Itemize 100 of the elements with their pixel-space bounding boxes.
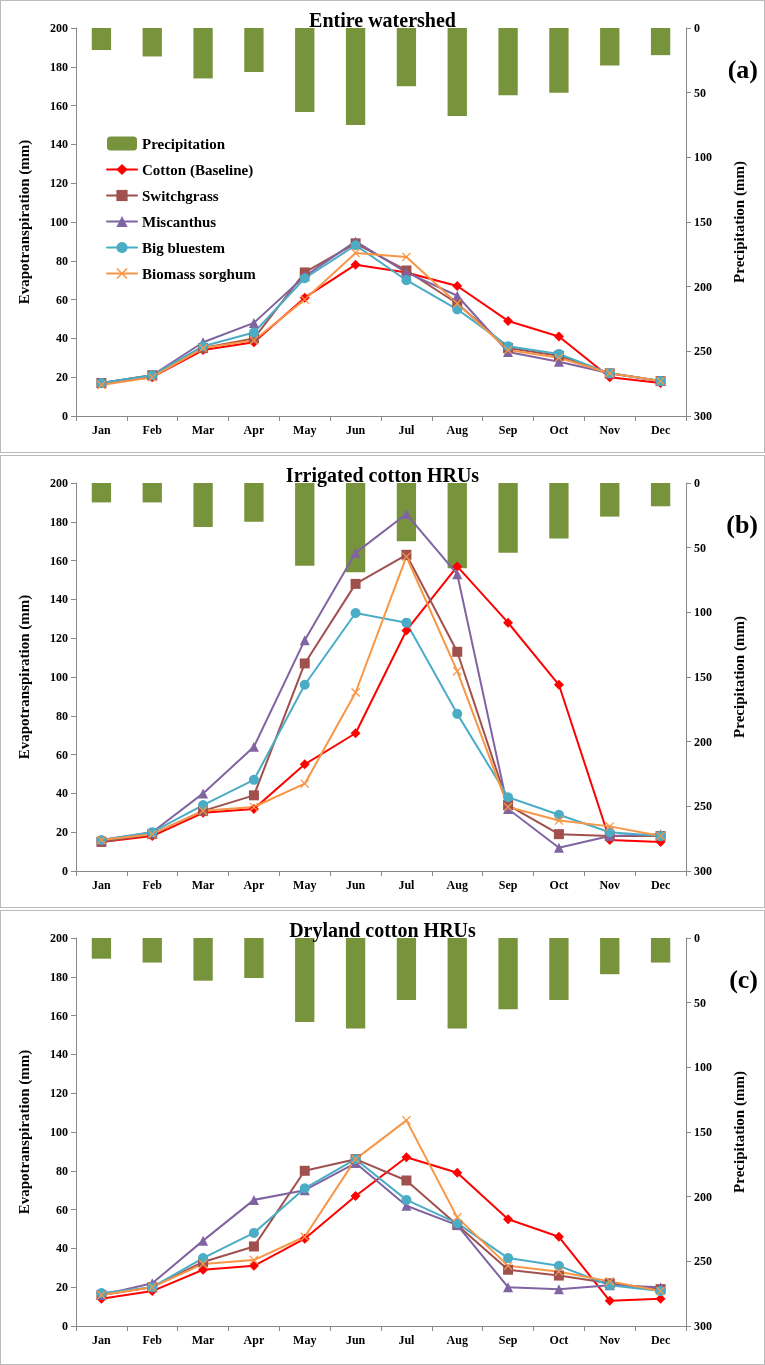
x-tick-label: Oct <box>549 878 569 892</box>
y-axis-title: Evapotranspiration (mm) <box>15 139 33 305</box>
y2-axis-title: Precipitation (mm) <box>730 616 748 738</box>
x-tick-label: Jun <box>345 423 366 437</box>
x-tick-label: Jul <box>398 423 416 437</box>
y2-tick-label: 50 <box>694 995 706 1010</box>
x-tick-label: Dec <box>650 878 671 892</box>
x-tick-label: Sep <box>498 1333 518 1347</box>
x-tick-label: Jun <box>345 1333 366 1347</box>
x-tick-label: Jan <box>92 878 112 892</box>
text: (c) <box>729 964 758 994</box>
legend-label: Biomass sorghum <box>142 265 257 282</box>
y2-tick-label: 250 <box>694 1254 712 1269</box>
chart-title: Entire watershed <box>309 9 456 31</box>
y2-tick-label: 50 <box>694 540 706 555</box>
x-tick-label: Nov <box>599 1333 621 1347</box>
x-tick-label: Dec <box>650 1333 671 1347</box>
y-tick-label: 160 <box>50 98 68 113</box>
y-tick-label: 200 <box>50 476 68 490</box>
chart-title: Irrigated cotton HRUs <box>285 464 480 487</box>
y-tick-label: 120 <box>50 176 68 191</box>
x-tick-label: Dec <box>650 423 671 437</box>
x-tick-label: Jul <box>398 878 416 892</box>
x-tick-label: Oct <box>549 423 569 437</box>
y-axis-title: Evapotranspiration (mm) <box>15 594 33 760</box>
y2-tick-label: 200 <box>694 1189 712 1204</box>
y-tick-label: 60 <box>56 1202 68 1217</box>
y2-tick-label: 250 <box>694 344 712 359</box>
y-tick-label: 0 <box>62 1319 68 1333</box>
x-tick-label: May <box>293 1333 317 1347</box>
x-tick-label: Apr <box>243 423 265 437</box>
y-tick-label: 120 <box>50 631 68 646</box>
y-tick-label: 80 <box>56 1163 68 1178</box>
y2-tick-label: 200 <box>694 279 712 294</box>
y2-tick-label: 200 <box>694 734 712 749</box>
x-tick-label: Mar <box>191 878 216 892</box>
y2-tick-label: 300 <box>694 409 712 423</box>
x-tick-label: Nov <box>599 878 621 892</box>
y-tick-label: 80 <box>56 253 68 268</box>
y2-tick-label: 100 <box>694 605 712 620</box>
x-tick-label: Feb <box>142 878 163 892</box>
x-tick-label: Aug <box>446 878 468 892</box>
y-tick-label: 40 <box>56 331 68 346</box>
y2-tick-label: 300 <box>694 864 712 878</box>
x-tick-label: Nov <box>599 423 621 437</box>
y-tick-label: 100 <box>50 215 68 229</box>
y-tick-label: 180 <box>50 969 68 984</box>
x-tick-label: Apr <box>243 878 265 892</box>
x-tick-label: May <box>293 423 317 437</box>
x-tick-label: Jan <box>92 1333 112 1347</box>
y-tick-label: 60 <box>56 747 68 762</box>
y2-tick-label: 0 <box>694 21 700 35</box>
legend-label: Switchgrass <box>142 187 219 204</box>
chart-title: Dryland cotton HRUs <box>289 919 477 942</box>
y2-tick-label: 150 <box>694 1125 712 1139</box>
x-tick-label: Jan <box>92 423 112 437</box>
y-tick-label: 40 <box>56 786 68 801</box>
x-tick-label: Jul <box>398 1333 416 1347</box>
x-tick-label: Jun <box>345 878 366 892</box>
y2-tick-label: 150 <box>694 215 712 229</box>
y-tick-label: 140 <box>50 1047 68 1062</box>
x-tick-label: Aug <box>446 423 468 437</box>
y-tick-label: 0 <box>62 409 68 423</box>
legend-label: Big bluestem <box>142 239 226 256</box>
x-tick-label: Sep <box>498 423 518 437</box>
y2-axis-title: Precipitation (mm) <box>730 161 748 283</box>
y-tick-label: 20 <box>56 370 68 385</box>
x-tick-label: Feb <box>142 1333 163 1347</box>
x-tick-label: Mar <box>191 423 216 437</box>
x-tick-label: Feb <box>142 423 163 437</box>
x-tick-label: Aug <box>446 1333 468 1347</box>
x-tick-label: Oct <box>549 1333 569 1347</box>
y-tick-label: 160 <box>50 553 68 568</box>
y-tick-label: 80 <box>56 708 68 723</box>
y2-tick-label: 250 <box>694 799 712 814</box>
y2-tick-label: 100 <box>694 150 712 165</box>
y2-tick-label: 0 <box>694 476 700 490</box>
y2-tick-label: 300 <box>694 1319 712 1333</box>
y-tick-label: 20 <box>56 1280 68 1295</box>
y-tick-label: 200 <box>50 931 68 945</box>
y-axis-title: Evapotranspiration (mm) <box>15 1049 33 1215</box>
y-tick-label: 160 <box>50 1008 68 1023</box>
y-tick-label: 40 <box>56 1241 68 1256</box>
x-tick-label: Sep <box>498 878 518 892</box>
y-tick-label: 60 <box>56 292 68 307</box>
legend-label: Cotton (Baseline) <box>142 161 254 179</box>
y2-tick-label: 0 <box>694 931 700 945</box>
y-tick-label: 140 <box>50 137 68 152</box>
y-tick-label: 0 <box>62 864 68 878</box>
x-tick-label: Apr <box>243 1333 265 1347</box>
y2-tick-label: 150 <box>694 670 712 684</box>
y2-tick-label: 100 <box>694 1060 712 1075</box>
y-tick-label: 180 <box>50 59 68 74</box>
y-tick-label: 200 <box>50 21 68 35</box>
text: (a) <box>727 54 759 84</box>
legend-label: Precipitation <box>142 135 226 152</box>
y2-tick-label: 50 <box>694 85 706 100</box>
legend-label: Miscanthus <box>142 213 217 230</box>
y-tick-label: 120 <box>50 1086 68 1101</box>
y-tick-label: 180 <box>50 514 68 529</box>
